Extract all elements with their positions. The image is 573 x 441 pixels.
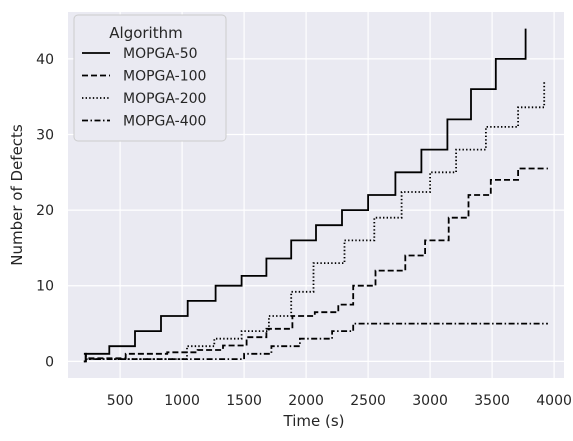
y-tick-label: 30 [36, 128, 54, 144]
legend-label-mopga-100: MOPGA-100 [123, 69, 206, 85]
legend-title: Algorithm [109, 24, 182, 42]
y-tick-label: 0 [45, 354, 54, 370]
x-tick-label: 2000 [288, 393, 324, 409]
x-axis-label: Time (s) [283, 412, 345, 430]
x-tick-label: 3500 [474, 393, 510, 409]
x-tick-label: 1500 [226, 393, 262, 409]
y-axis-label: Number of Defects [8, 124, 26, 266]
legend-label-mopga-50: MOPGA-50 [123, 46, 198, 62]
legend-label-mopga-400: MOPGA-400 [123, 114, 206, 130]
y-tick-label: 40 [36, 52, 54, 68]
y-axis-ticks: 0 10 20 30 40 [36, 52, 54, 370]
legend: Algorithm MOPGA-50 MOPGA-100 MOPGA-200 MOPG… [74, 15, 226, 141]
x-tick-label: 500 [107, 393, 134, 409]
y-tick-label: 20 [36, 203, 54, 219]
x-tick-label: 3000 [412, 393, 448, 409]
x-tick-label: 2500 [350, 393, 386, 409]
x-axis-ticks: 500 1000 1500 2000 2500 3000 3500 4000 [107, 393, 572, 409]
x-tick-label: 1000 [164, 393, 200, 409]
legend-label-mopga-200: MOPGA-200 [123, 91, 206, 107]
y-tick-label: 10 [36, 279, 54, 295]
x-tick-label: 4000 [536, 393, 572, 409]
